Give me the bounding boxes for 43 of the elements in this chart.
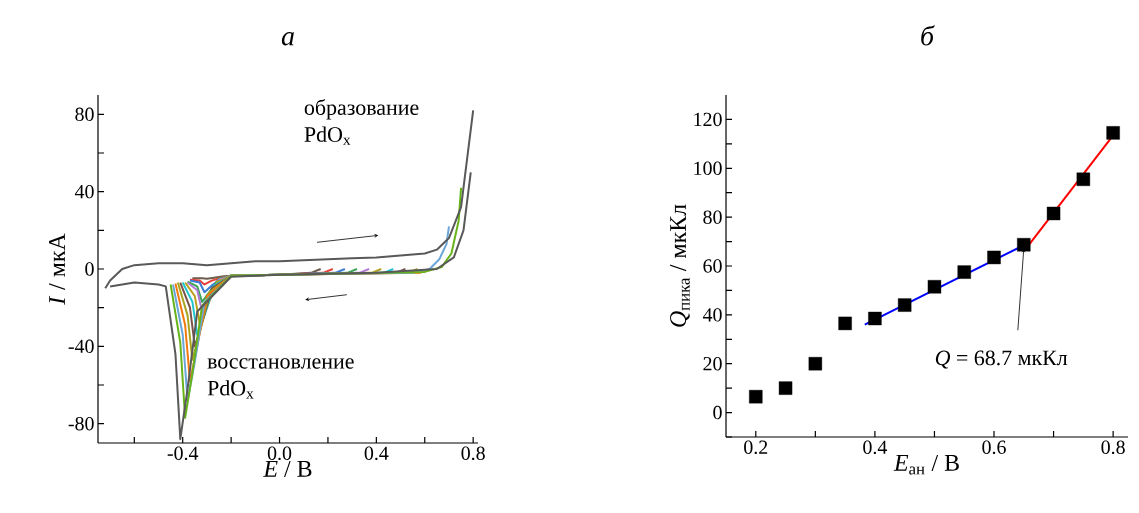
y-tick-label: 80	[75, 107, 94, 122]
y-tick-label: 120	[694, 112, 722, 127]
point	[927, 280, 942, 294]
chart-title: а	[281, 32, 294, 46]
x-axis-title: E / В	[263, 460, 312, 477]
point	[987, 250, 1001, 265]
x-tick-label: 0.8	[1101, 440, 1125, 455]
x-tick-label: 0.0	[267, 446, 292, 461]
y-tick-label: 100	[694, 161, 722, 175]
y-tick-label: 80	[703, 210, 722, 224]
point	[1017, 238, 1031, 252]
line-series	[109, 171, 472, 441]
annotation: Q = 68.7 мкКл	[935, 350, 1068, 369]
y-axis-title: I / мкА	[49, 233, 66, 305]
y-tick-label: 40	[702, 308, 722, 322]
y-tick-label: 60	[703, 259, 722, 273]
point	[868, 311, 882, 326]
x-axis-title: E$_{ан}$ / В	[893, 454, 959, 475]
chart-title: б	[921, 25, 935, 46]
point	[838, 316, 852, 331]
point	[897, 298, 912, 312]
point	[957, 265, 971, 279]
annotation: восстановление PdO$_{x}$	[207, 358, 354, 399]
point	[1106, 126, 1120, 140]
y-tick-label: 20	[703, 356, 722, 371]
x-tick-label: -0.4	[167, 446, 199, 461]
point	[808, 357, 823, 371]
point	[1046, 206, 1061, 221]
y-axis-title: Q$_{пика}$ / мкКл	[670, 204, 690, 327]
y-tick-label: 40	[74, 184, 94, 199]
x-tick-label: 0.2	[744, 440, 768, 455]
annotation: образование PdO$_{x}$	[304, 99, 419, 145]
y-tick-label: 0	[713, 405, 722, 420]
y-tick-label: -80	[68, 416, 94, 431]
y-tick-label: 0	[85, 262, 94, 276]
x-tick-label: 0.6	[982, 440, 1006, 455]
point	[1076, 172, 1091, 186]
x-tick-label: 0.4	[364, 446, 389, 461]
x-tick-label: 0.4	[863, 440, 888, 455]
point	[778, 381, 793, 395]
y-tick-label: -40	[68, 339, 94, 354]
point	[749, 389, 763, 404]
x-tick-label: 0.8	[461, 446, 485, 461]
